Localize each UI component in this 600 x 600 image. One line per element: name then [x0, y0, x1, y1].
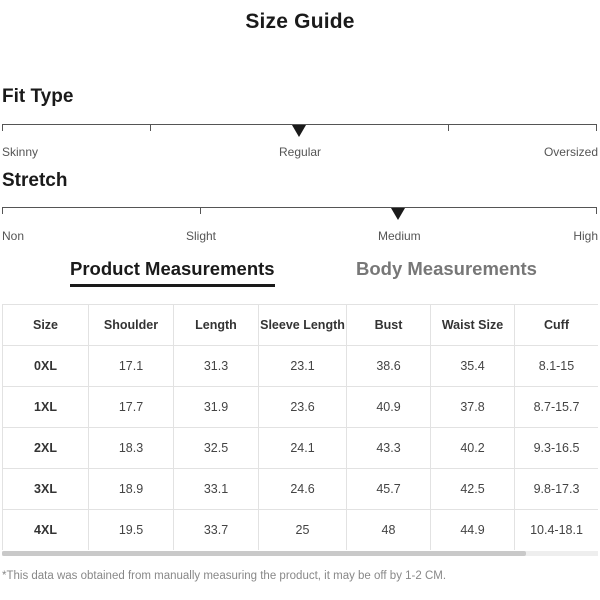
stretch-label-non: Non: [2, 229, 25, 243]
table-cell: 33.1: [173, 468, 259, 510]
table-cell: 17.1: [88, 345, 174, 387]
fit-type-label-oversized: Oversized: [543, 145, 598, 159]
column-header-cuff: Cuff: [514, 304, 598, 346]
table-cell: 3XL: [2, 468, 89, 510]
table-cell: 38.6: [346, 345, 431, 387]
table-cell: 17.7: [88, 386, 174, 428]
table-cell: 37.8: [430, 386, 515, 428]
table-cell: 31.3: [173, 345, 259, 387]
measurement-footnote: *This data was obtained from manually me…: [2, 570, 447, 582]
table-cell: 33.7: [173, 509, 259, 550]
stretch-tick: [2, 207, 3, 214]
scrollbar-thumb[interactable]: [2, 551, 526, 556]
fit-type-tick: [448, 124, 449, 131]
table-cell: 18.3: [88, 427, 174, 469]
stretch-label-medium: Medium: [378, 229, 421, 243]
stretch-marker-icon: [391, 208, 405, 220]
column-header-sleeve-length: Sleeve Length: [258, 304, 347, 346]
table-cell: 43.3: [346, 427, 431, 469]
column-header-waist-size: Waist Size: [430, 304, 515, 346]
table-cell: 42.5: [430, 468, 515, 510]
table-row: 2XL 18.3 32.5 24.1 43.3 40.2 9.3-16.5: [2, 427, 598, 469]
table-row: 4XL 19.5 33.7 25 48 44.9 10.4-18.1: [2, 509, 598, 550]
measurement-tabs: Product Measurements Body Measurements: [0, 258, 600, 292]
table-cell: 10.4-18.1: [514, 509, 598, 550]
table-cell: 2XL: [2, 427, 89, 469]
stretch-label-slight: Slight: [186, 229, 217, 243]
table-cell: 24.6: [258, 468, 347, 510]
table-cell: 35.4: [430, 345, 515, 387]
table-row: 3XL 18.9 33.1 24.6 45.7 42.5 9.8-17.3: [2, 468, 598, 510]
table-cell: 9.3-16.5: [514, 427, 598, 469]
stretch-tick: [596, 207, 597, 214]
table-cell: 32.5: [173, 427, 259, 469]
table-row: 0XL 17.1 31.3 23.1 38.6 35.4 8.1-15: [2, 345, 598, 387]
table-cell: 23.6: [258, 386, 347, 428]
table-cell: 8.1-15: [514, 345, 598, 387]
table-cell: 40.2: [430, 427, 515, 469]
stretch-heading: Stretch: [2, 170, 68, 191]
fit-type-tick: [150, 124, 151, 131]
table-cell: 4XL: [2, 509, 89, 550]
size-table-container: Size Shoulder Length Sleeve Length Bust …: [2, 304, 598, 550]
page-title: Size Guide: [245, 10, 355, 33]
table-cell: 31.9: [173, 386, 259, 428]
fit-type-tick: [2, 124, 3, 131]
table-cell: 40.9: [346, 386, 431, 428]
table-cell: 19.5: [88, 509, 174, 550]
table-horizontal-scrollbar[interactable]: [2, 551, 598, 556]
stretch-label-high: High: [573, 229, 598, 243]
fit-type-heading: Fit Type: [2, 86, 74, 107]
table-cell: 9.8-17.3: [514, 468, 598, 510]
fit-type-label-regular: Regular: [279, 145, 322, 159]
fit-type-marker-icon: [292, 125, 306, 137]
table-row: 1XL 17.7 31.9 23.6 40.9 37.8 8.7-15.7: [2, 386, 598, 428]
stretch-line: [2, 207, 597, 208]
fit-type-label-skinny: Skinny: [2, 145, 39, 159]
column-header-length: Length: [173, 304, 259, 346]
table-cell: 23.1: [258, 345, 347, 387]
table-cell: 8.7-15.7: [514, 386, 598, 428]
tab-body-measurements[interactable]: Body Measurements: [356, 258, 537, 279]
table-header-row: Size Shoulder Length Sleeve Length Bust …: [2, 304, 598, 346]
stretch-tick: [200, 207, 201, 214]
size-table: Size Shoulder Length Sleeve Length Bust …: [2, 304, 598, 550]
table-cell: 45.7: [346, 468, 431, 510]
table-cell: 25: [258, 509, 347, 550]
table-cell: 0XL: [2, 345, 89, 387]
fit-type-tick: [596, 124, 597, 131]
column-header-bust: Bust: [346, 304, 431, 346]
table-cell: 1XL: [2, 386, 89, 428]
table-cell: 24.1: [258, 427, 347, 469]
table-cell: 44.9: [430, 509, 515, 550]
table-cell: 48: [346, 509, 431, 550]
column-header-shoulder: Shoulder: [88, 304, 174, 346]
tab-product-measurements[interactable]: Product Measurements: [70, 258, 275, 287]
column-header-size: Size: [2, 304, 89, 346]
table-cell: 18.9: [88, 468, 174, 510]
